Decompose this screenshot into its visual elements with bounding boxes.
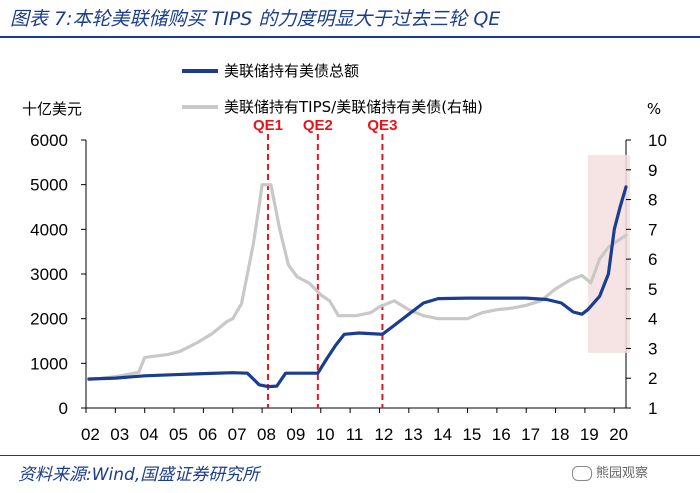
x-tick-label: 19 xyxy=(580,425,599,444)
x-tick-label: 13 xyxy=(404,425,423,444)
watermark: 熊园观察 xyxy=(572,462,648,481)
x-tick-label: 11 xyxy=(346,425,364,444)
qe-annotation-layer: QE1 QE2 QE3 xyxy=(253,117,397,408)
left-tick-label: 5000 xyxy=(30,176,68,195)
right-tick-label: 7 xyxy=(648,220,657,239)
left-tick-label: 6000 xyxy=(30,131,68,150)
right-tick-label: 8 xyxy=(648,191,657,210)
right-tick-label: 3 xyxy=(648,339,657,358)
title-divider xyxy=(0,36,700,38)
x-tick-label: 06 xyxy=(198,425,217,444)
series-layer xyxy=(87,183,628,389)
qe-label: QE2 xyxy=(303,117,333,134)
x-tick-label: 05 xyxy=(169,425,188,444)
left-axis-unit: 十亿美元 xyxy=(22,100,82,118)
x-tick-label: 14 xyxy=(433,425,452,444)
left-tick-label: 0 xyxy=(59,399,68,418)
chart-title: 图表 7:本轮美联储购买 TIPS 的力度明显大于过去三轮 QE xyxy=(10,8,501,30)
x-tick-label: 07 xyxy=(228,425,247,444)
x-tick-label: 09 xyxy=(286,425,305,444)
shade-layer xyxy=(587,154,630,353)
right-tick-label: 6 xyxy=(648,250,657,269)
left-tick-label: 4000 xyxy=(30,220,68,239)
right-tick-label: 2 xyxy=(648,369,657,388)
right-tick-label: 4 xyxy=(648,310,657,329)
left-tick-label: 1000 xyxy=(30,354,68,373)
x-tick-label: 12 xyxy=(374,425,393,444)
x-tick-label: 18 xyxy=(551,425,570,444)
plot-frame xyxy=(85,140,627,409)
right-tick-label: 9 xyxy=(648,161,657,180)
shaded-region xyxy=(587,154,630,353)
x-tick-label: 08 xyxy=(257,425,276,444)
x-tick-label: 02 xyxy=(81,425,100,444)
source-note: 资料来源:Wind,国盛证券研究所 xyxy=(18,465,260,485)
chat-bubble-icon xyxy=(572,466,592,481)
right-tick-label: 5 xyxy=(648,280,657,299)
x-tick-label: 17 xyxy=(521,425,540,444)
x-tick-label: 20 xyxy=(609,425,628,444)
left-tick-label: 2000 xyxy=(30,310,68,329)
x-tick-label: 15 xyxy=(462,425,481,444)
footer-divider xyxy=(0,455,700,456)
x-tick-label: 16 xyxy=(492,425,511,444)
watermark-text: 熊园观察 xyxy=(596,466,649,481)
series-line-treasury-holdings xyxy=(87,185,628,389)
right-axis-unit: % xyxy=(647,100,661,118)
legend-label-treasury-holdings: 美联储持有美债总额 xyxy=(224,62,359,80)
qe-label: QE1 xyxy=(253,117,283,134)
legend-label-tips-ratio: 美联储持有TIPS/美联储持有美债(右轴) xyxy=(224,98,483,116)
x-tick-label: 03 xyxy=(110,425,129,444)
x-tick-label: 04 xyxy=(140,425,159,444)
qe-label: QE3 xyxy=(367,117,397,134)
series-line-tips-ratio xyxy=(87,183,628,382)
x-tick-label: 10 xyxy=(316,425,335,444)
right-tick-label: 1 xyxy=(648,399,657,418)
right-tick-label: 10 xyxy=(648,131,667,150)
left-tick-label: 3000 xyxy=(30,265,68,284)
